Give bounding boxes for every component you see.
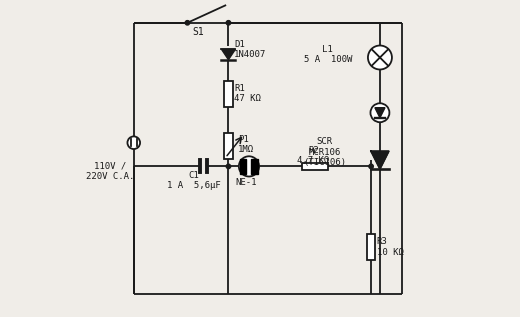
Polygon shape: [371, 151, 389, 169]
Polygon shape: [251, 159, 258, 174]
Circle shape: [369, 164, 373, 169]
Text: SCR
MCR106
(TIC106): SCR MCR106 (TIC106): [303, 137, 346, 167]
Bar: [224, 81, 232, 107]
Circle shape: [368, 46, 392, 69]
Bar: [303, 163, 328, 170]
Text: R1
47 KΩ: R1 47 KΩ: [234, 84, 261, 103]
Text: D1
1N4007: D1 1N4007: [234, 40, 266, 59]
Text: NE-1: NE-1: [236, 178, 257, 187]
Text: 110V /
220V C.A.: 110V / 220V C.A.: [86, 161, 134, 181]
Bar: [224, 133, 232, 159]
Bar: [367, 234, 375, 260]
Circle shape: [226, 164, 231, 169]
Circle shape: [226, 21, 231, 25]
Text: R2
4,7 KΩ: R2 4,7 KΩ: [297, 146, 330, 165]
Text: S1: S1: [192, 27, 204, 37]
Text: P1
1MΩ: P1 1MΩ: [238, 135, 254, 154]
Text: R3
10 KΩ: R3 10 KΩ: [377, 237, 404, 256]
Circle shape: [185, 21, 190, 25]
Circle shape: [239, 156, 259, 177]
Polygon shape: [240, 159, 246, 174]
Text: L1
5 A  100W: L1 5 A 100W: [304, 45, 352, 64]
Polygon shape: [222, 49, 236, 60]
Polygon shape: [375, 108, 385, 118]
Circle shape: [370, 103, 389, 122]
Circle shape: [127, 136, 140, 149]
Text: C1
1 A  5,6μF: C1 1 A 5,6μF: [167, 171, 220, 190]
